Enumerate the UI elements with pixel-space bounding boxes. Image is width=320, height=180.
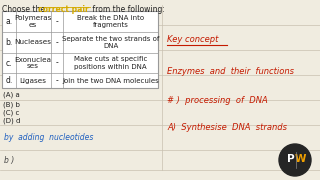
- Text: Polymeras
es: Polymeras es: [14, 15, 52, 28]
- Text: P: P: [287, 154, 295, 164]
- Text: Choose the: Choose the: [2, 5, 47, 14]
- Text: -: -: [56, 76, 58, 85]
- Text: (B) b: (B) b: [3, 101, 20, 107]
- Text: Key concept: Key concept: [167, 35, 218, 44]
- Text: -: -: [56, 58, 58, 68]
- Text: by  adding  nucleotides: by adding nucleotides: [4, 132, 93, 141]
- Text: Separate the two strands of
DNA: Separate the two strands of DNA: [62, 36, 159, 49]
- Text: -: -: [56, 17, 58, 26]
- Bar: [2, 73, 158, 88]
- Circle shape: [279, 144, 311, 176]
- Text: b.: b.: [5, 38, 12, 47]
- Bar: [2, 32, 158, 53]
- Text: c.: c.: [6, 58, 12, 68]
- Bar: [2, 53, 158, 73]
- Text: Break the DNA into
fragments: Break the DNA into fragments: [77, 15, 144, 28]
- Text: from the following:: from the following:: [90, 5, 165, 14]
- Text: a.: a.: [5, 17, 12, 26]
- Text: Exonuclea
ses: Exonuclea ses: [14, 57, 52, 69]
- Text: d.: d.: [5, 76, 12, 85]
- Text: (C) c: (C) c: [3, 110, 20, 116]
- Text: -: -: [56, 38, 58, 47]
- Text: (A) a: (A) a: [3, 92, 20, 98]
- Text: Make cuts at specific
positions within DNA: Make cuts at specific positions within D…: [74, 57, 147, 69]
- Text: A)  Synthesise  DNA  strands: A) Synthesise DNA strands: [167, 123, 287, 132]
- Text: correct pair: correct pair: [38, 5, 89, 14]
- Text: Enzymes  and  their  functions: Enzymes and their functions: [167, 68, 294, 76]
- Text: Join the two DNA molecules: Join the two DNA molecules: [62, 78, 159, 84]
- Text: Nucleases: Nucleases: [14, 39, 52, 46]
- Text: W: W: [294, 154, 306, 164]
- Text: Ligases: Ligases: [20, 78, 46, 84]
- Bar: [2, 11, 158, 32]
- Bar: [2, 11, 158, 88]
- Text: (D) d: (D) d: [3, 118, 20, 125]
- Text: # )  processing  of  DNA: # ) processing of DNA: [167, 96, 268, 105]
- Text: b ): b ): [4, 156, 14, 165]
